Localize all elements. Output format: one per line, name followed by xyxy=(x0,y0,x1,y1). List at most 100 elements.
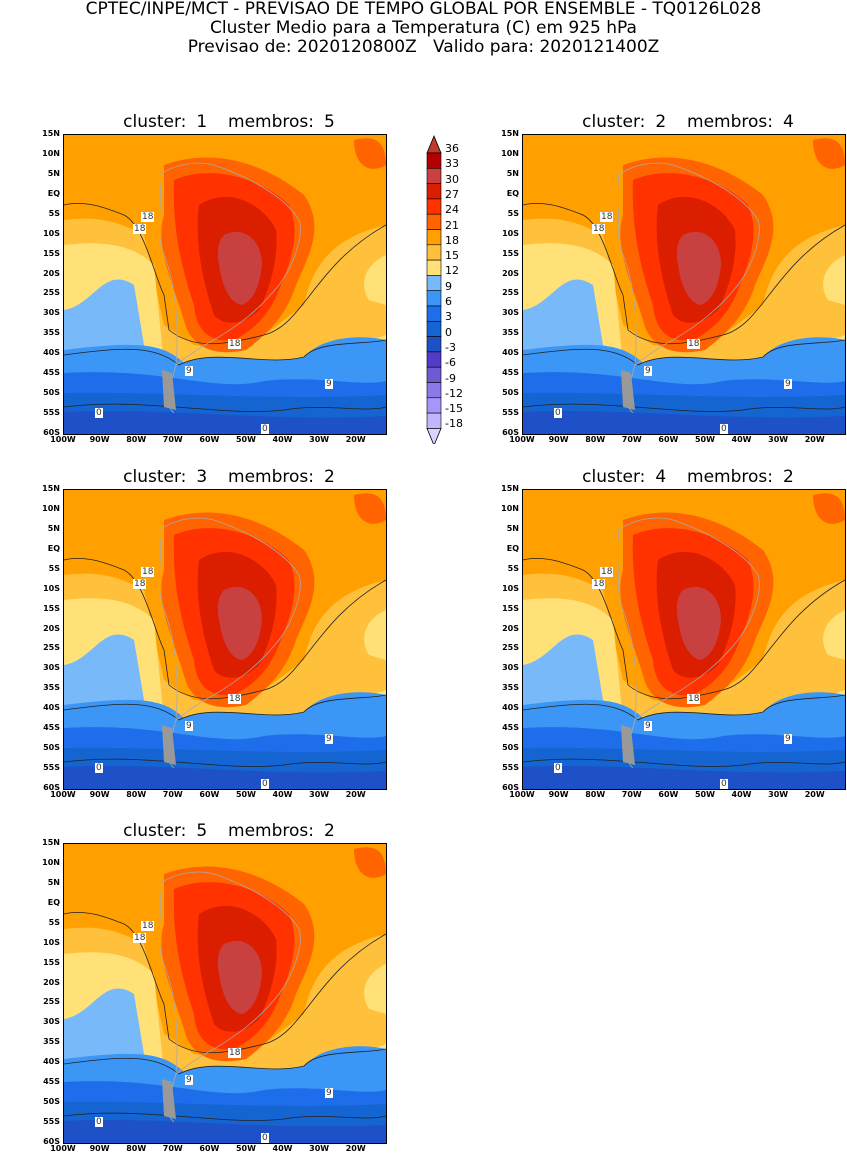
contour-label: 18 xyxy=(141,567,155,577)
contour-label: 18 xyxy=(141,921,155,931)
colorbar-label: 21 xyxy=(445,218,459,232)
contour-label: 0 xyxy=(95,408,103,418)
membros-label: membros: xyxy=(228,821,315,841)
lat-tick: 10S xyxy=(502,583,519,593)
colorbar-label: -15 xyxy=(445,402,463,416)
lat-tick: 35S xyxy=(502,328,519,338)
lon-tick: 100W xyxy=(50,435,76,444)
membros-count: 2 xyxy=(324,467,335,487)
colorbar-segment xyxy=(426,167,442,184)
colorbar-label: -9 xyxy=(445,371,456,385)
contour-label: 18 xyxy=(228,339,242,349)
contour-label: 18 xyxy=(687,339,701,349)
colorbar: 36 33 30 27 24 21 18 15 12 9 6 3 0 -3 -6 -9 -12 -15 -18 xyxy=(425,134,485,444)
lat-tick: 35S xyxy=(43,1037,60,1047)
temperature-map xyxy=(63,489,387,790)
lat-tick: 15S xyxy=(43,248,60,258)
membros-label: membros: xyxy=(687,467,774,487)
colorbar-segment xyxy=(426,259,442,276)
temperature-map xyxy=(63,134,387,435)
lon-tick: 30W xyxy=(309,435,330,444)
lon-tick: 70W xyxy=(621,790,642,799)
lon-tick: 70W xyxy=(162,790,183,799)
lon-tick: 100W xyxy=(50,790,76,799)
contour-label: 0 xyxy=(720,779,728,789)
lon-tick: 20W xyxy=(804,435,825,444)
contour-label: 18 xyxy=(592,579,606,589)
cluster-number: 1 xyxy=(196,112,208,132)
colorbar-label: 15 xyxy=(445,249,459,263)
membros-count: 5 xyxy=(324,112,335,132)
lon-tick: 70W xyxy=(162,1144,183,1153)
lat-tick: 60S xyxy=(43,1137,60,1146)
lat-tick: 30S xyxy=(43,1017,60,1027)
lat-tick: 20S xyxy=(502,268,519,278)
colorbar-label: -6 xyxy=(445,356,456,370)
colorbar-segment xyxy=(426,275,442,291)
contour-label: 9 xyxy=(325,734,333,744)
lat-tick: EQ xyxy=(47,188,60,198)
lat-tick: 5S xyxy=(48,917,60,927)
colorbar-segment xyxy=(426,305,442,322)
contour-label: 18 xyxy=(228,1048,242,1058)
lon-tick: 40W xyxy=(272,1144,293,1153)
lon-tick: 20W xyxy=(345,1144,366,1153)
lon-tick: 80W xyxy=(585,435,606,444)
figure-title-line3: Previsao de: 2020120800Z Valido para: 20… xyxy=(187,37,660,57)
contour-label: 0 xyxy=(95,763,103,773)
lat-tick: 50S xyxy=(43,1097,60,1107)
map-panel-cluster-4: cluster: 4 membros: 2 15N 10N 5N EQ 5S 10S 15S 20S… xyxy=(489,467,847,807)
contour-label: 9 xyxy=(644,721,652,731)
lat-tick: 25S xyxy=(502,643,519,653)
lon-tick: 40W xyxy=(272,435,293,444)
colorbar-label: 3 xyxy=(445,310,452,324)
lat-tick: 40S xyxy=(43,348,60,358)
lat-tick: 60S xyxy=(502,783,519,792)
lat-tick: 20S xyxy=(43,623,60,633)
contour-label: 9 xyxy=(784,379,792,389)
lon-tick: 90W xyxy=(89,790,110,799)
contour-label: 0 xyxy=(554,763,562,773)
lat-tick: 45S xyxy=(502,368,519,378)
lon-tick: 90W xyxy=(89,435,110,444)
contour-label: 0 xyxy=(554,408,562,418)
contour-label: 9 xyxy=(185,721,193,731)
membros-count: 2 xyxy=(324,821,335,841)
lat-tick: 45S xyxy=(43,368,60,378)
colorbar-label: 9 xyxy=(445,279,452,293)
lat-tick: 5N xyxy=(506,168,519,178)
lat-tick: 10N xyxy=(42,857,60,867)
lat-tick: 5N xyxy=(47,523,60,533)
temperature-map xyxy=(63,843,387,1144)
membros-count: 4 xyxy=(783,112,794,132)
lat-tick: 10S xyxy=(43,228,60,238)
contour-label: 18 xyxy=(687,694,701,704)
contour-label: 0 xyxy=(720,424,728,434)
lat-tick: 50S xyxy=(502,388,519,398)
cluster-number: 2 xyxy=(655,112,667,132)
panel-title: cluster: 2 membros: 4 xyxy=(527,112,847,132)
colorbar-segment xyxy=(426,152,442,169)
cluster-label: cluster: xyxy=(582,112,646,132)
lon-tick: 70W xyxy=(162,435,183,444)
contour-label: 18 xyxy=(592,224,606,234)
lat-tick: 15N xyxy=(501,129,519,138)
lat-tick: 30S xyxy=(43,663,60,673)
contour-label: 9 xyxy=(784,734,792,744)
colorbar-label: 33 xyxy=(445,157,459,171)
figure-title-line2: Cluster Medio para a Temperatura (C) em … xyxy=(210,18,637,38)
colorbar-label: 36 xyxy=(445,142,459,155)
colorbar-label: 6 xyxy=(445,295,452,308)
membros-label: membros: xyxy=(687,112,774,132)
colorbar-label: 24 xyxy=(445,203,459,217)
lon-tick: 40W xyxy=(731,790,752,799)
lon-tick: 20W xyxy=(804,790,825,799)
lon-tick: 100W xyxy=(509,435,535,444)
contour-label: 9 xyxy=(325,379,333,389)
lat-tick: 15N xyxy=(42,484,60,493)
lat-tick: 5S xyxy=(507,563,519,573)
lon-tick: 60W xyxy=(199,790,220,799)
lat-tick: 55S xyxy=(502,408,519,418)
lat-tick: EQ xyxy=(506,188,519,198)
panel-title: cluster: 5 membros: 2 xyxy=(68,821,390,841)
